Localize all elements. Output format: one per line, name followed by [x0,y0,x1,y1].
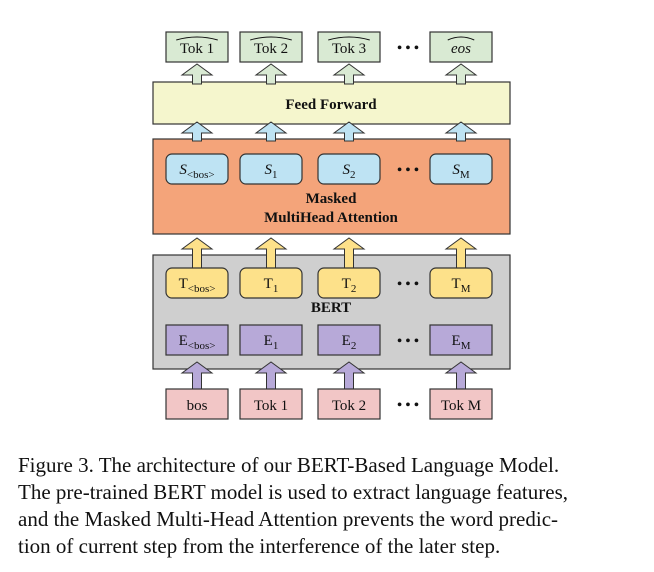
t-box [317,267,381,299]
s-box [239,153,303,185]
s-box-label: S<bos> [179,162,214,181]
input-token-box [239,388,303,420]
ellipsis-dots: • • • [397,163,419,178]
input-token-label: bos [187,398,208,414]
up-arrow [444,121,478,142]
up-arrow [332,237,366,270]
up-arrow [254,63,288,85]
figure-caption: Figure 3. The architecture of our BERT-B… [18,452,640,560]
ellipsis-dots: • • • [397,277,419,292]
s-box [429,153,493,185]
s-box-label: S1 [265,162,278,181]
t-box [165,267,229,299]
t-box [429,267,493,299]
attention-label-line2: MultiHead Attention [264,210,398,226]
e-box-label: EM [452,333,471,352]
s-box [317,153,381,185]
ellipsis-dots: • • • [397,334,419,349]
e-box-label: E1 [264,333,279,352]
hat-accent [447,36,475,41]
t-box-label: T2 [342,276,357,295]
s-box-label: SM [452,162,470,181]
e-box [239,324,303,356]
ellipsis-dots: • • • [397,41,419,56]
caption-line: The pre-trained BERT model is used to ex… [18,480,568,504]
t-box-label: T1 [264,276,279,295]
up-arrow [180,121,214,142]
hat-accent [328,36,370,41]
caption-line: and the Masked Multi-Head Attention prev… [18,507,559,531]
ellipsis-dots: • • • [397,398,419,413]
t-box [239,267,303,299]
bert-label: BERT [311,300,351,316]
attention-label-line1: Masked [306,191,357,207]
caption-line: Figure 3. The architecture of our BERT-B… [18,453,560,477]
up-arrow [180,237,214,270]
up-arrow [180,361,214,392]
e-box [429,324,493,356]
e-box [317,324,381,356]
output-token-label: Tok 1 [180,41,214,57]
up-arrow [444,361,478,392]
input-token-box [165,388,229,420]
e-box-label: E<bos> [179,333,216,352]
up-arrow [444,63,478,85]
output-token-label: eos [451,41,471,57]
input-token-box [429,388,493,420]
t-box-label: T<bos> [179,276,216,295]
input-token-box [317,388,381,420]
feed-forward-block [152,81,511,125]
up-arrow [444,237,478,270]
s-box-label: S2 [343,162,356,181]
e-box-label: E2 [342,333,357,352]
feed-forward-label: Feed Forward [285,97,377,113]
up-arrow [254,121,288,142]
up-arrow [332,63,366,85]
t-box-label: TM [452,276,471,295]
hat-accent [176,36,218,41]
output-token-label: Tok 2 [254,41,288,57]
up-arrow [180,63,214,85]
input-token-label: Tok M [441,398,481,414]
input-token-label: Tok 2 [332,398,366,414]
e-box [165,324,229,356]
up-arrow [332,121,366,142]
up-arrow [332,361,366,392]
up-arrow [254,361,288,392]
input-token-label: Tok 1 [254,398,288,414]
output-token-label: Tok 3 [332,41,366,57]
s-box [165,153,229,185]
architecture-diagram: Feed Forward Masked MultiHead Attention … [152,31,511,420]
caption-line: tion of current step from the interferen… [18,534,501,558]
up-arrow [254,237,288,270]
hat-accent [250,36,292,41]
